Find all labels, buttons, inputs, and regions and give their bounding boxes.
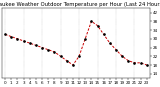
Title: Milwaukee Weather Outdoor Temperature per Hour (Last 24 Hours): Milwaukee Weather Outdoor Temperature pe… (0, 2, 160, 7)
